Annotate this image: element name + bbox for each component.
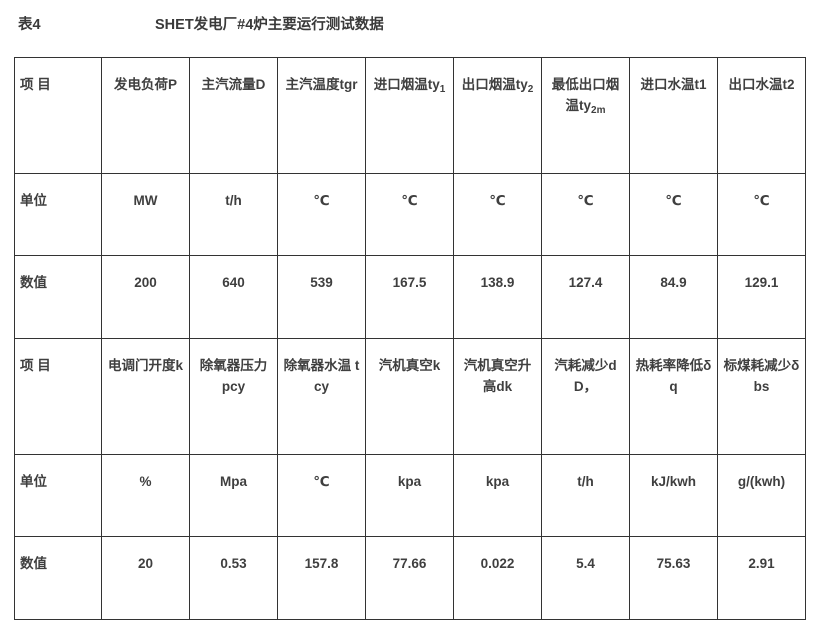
- value-cell: 138.9: [453, 255, 542, 339]
- header-cell: 电调门开度k: [101, 338, 190, 455]
- header-cell-text: 进口烟温ty: [373, 77, 440, 92]
- row-header-unit: 单位: [14, 454, 102, 537]
- row-header-value: 数值: [14, 536, 102, 620]
- unit-cell: %: [101, 454, 190, 537]
- row-header-unit: 单位: [14, 173, 102, 256]
- header-cell: 出口水温t2: [717, 57, 806, 174]
- unit-cell: MW: [101, 173, 190, 256]
- table-row: 项 目 发电负荷P 主汽流量D 主汽温度tgr 进口烟温ty1 出口烟温ty2 …: [14, 57, 806, 174]
- unit-cell: Mpa: [189, 454, 278, 537]
- unit-cell: ℃: [277, 454, 366, 537]
- unit-cell: g/(kwh): [717, 454, 806, 537]
- header-cell: 热耗率降低δq: [629, 338, 718, 455]
- value-cell: 75.63: [629, 536, 718, 620]
- table-row: 单位 % Mpa ℃ kpa kpa t/h kJ/kwh g/(kwh): [14, 454, 806, 537]
- header-cell: 最低出口烟温ty2m: [541, 57, 630, 174]
- header-cell: 汽机真空升高dk: [453, 338, 542, 455]
- value-cell: 84.9: [629, 255, 718, 339]
- header-cell-text: 最低出口烟温ty: [551, 77, 620, 113]
- unit-cell: kJ/kwh: [629, 454, 718, 537]
- value-cell: 77.66: [365, 536, 454, 620]
- table-title: SHET发电厂#4炉主要运行测试数据: [155, 17, 384, 33]
- table-row: 单位 MW t/h ℃ ℃ ℃ ℃ ℃ ℃: [14, 173, 806, 256]
- header-cell: 进口水温t1: [629, 57, 718, 174]
- header-cell-subscript: 1: [439, 84, 446, 95]
- header-cell: 汽耗减少dD，: [541, 338, 630, 455]
- value-cell: 167.5: [365, 255, 454, 339]
- header-cell: 主汽温度tgr: [277, 57, 366, 174]
- table-row: 数值 20 0.53 157.8 77.66 0.022 5.4 75.63 2…: [14, 536, 806, 620]
- header-cell-text: 出口烟温ty: [461, 77, 528, 92]
- unit-cell: t/h: [541, 454, 630, 537]
- unit-cell: ℃: [541, 173, 630, 256]
- value-cell: 640: [189, 255, 278, 339]
- unit-cell: ℃: [277, 173, 366, 256]
- value-cell: 129.1: [717, 255, 806, 339]
- row-header-item: 项 目: [14, 338, 102, 455]
- value-cell: 2.91: [717, 536, 806, 620]
- row-header-value: 数值: [14, 255, 102, 339]
- value-cell: 127.4: [541, 255, 630, 339]
- unit-cell: ℃: [365, 173, 454, 256]
- header-cell: 除氧器压力 pcy: [189, 338, 278, 455]
- header-cell: 除氧器水温 tcy: [277, 338, 366, 455]
- value-cell: 20: [101, 536, 190, 620]
- operating-test-data-table: 项 目 发电负荷P 主汽流量D 主汽温度tgr 进口烟温ty1 出口烟温ty2 …: [14, 57, 806, 620]
- table-caption: 表4 SHET发电厂#4炉主要运行测试数据: [18, 13, 798, 37]
- unit-cell: ℃: [717, 173, 806, 256]
- value-cell: 0.53: [189, 536, 278, 620]
- value-cell: 200: [101, 255, 190, 339]
- value-cell: 5.4: [541, 536, 630, 620]
- table-number-label: 表4: [18, 17, 41, 33]
- value-cell: 0.022: [453, 536, 542, 620]
- header-cell: 进口烟温ty1: [365, 57, 454, 174]
- table-row: 项 目 电调门开度k 除氧器压力 pcy 除氧器水温 tcy 汽机真空k 汽机真…: [14, 338, 806, 455]
- table-row: 数值 200 640 539 167.5 138.9 127.4 84.9 12…: [14, 255, 806, 339]
- header-cell: 标煤耗减少δbs: [717, 338, 806, 455]
- header-cell-subscript: 2: [527, 84, 534, 95]
- unit-cell: t/h: [189, 173, 278, 256]
- unit-cell: ℃: [629, 173, 718, 256]
- unit-cell: kpa: [453, 454, 542, 537]
- header-cell: 汽机真空k: [365, 338, 454, 455]
- document-page: 表4 SHET发电厂#4炉主要运行测试数据 项 目 发电负荷P 主汽流量D 主汽温…: [14, 13, 806, 620]
- unit-cell: kpa: [365, 454, 454, 537]
- value-cell: 539: [277, 255, 366, 339]
- unit-cell: ℃: [453, 173, 542, 256]
- table-container: 项 目 发电负荷P 主汽流量D 主汽温度tgr 进口烟温ty1 出口烟温ty2 …: [14, 57, 806, 620]
- header-cell: 发电负荷P: [101, 57, 190, 174]
- header-cell: 出口烟温ty2: [453, 57, 542, 174]
- value-cell: 157.8: [277, 536, 366, 620]
- row-header-item: 项 目: [14, 57, 102, 174]
- header-cell-subscript: 2m: [591, 105, 606, 116]
- header-cell: 主汽流量D: [189, 57, 278, 174]
